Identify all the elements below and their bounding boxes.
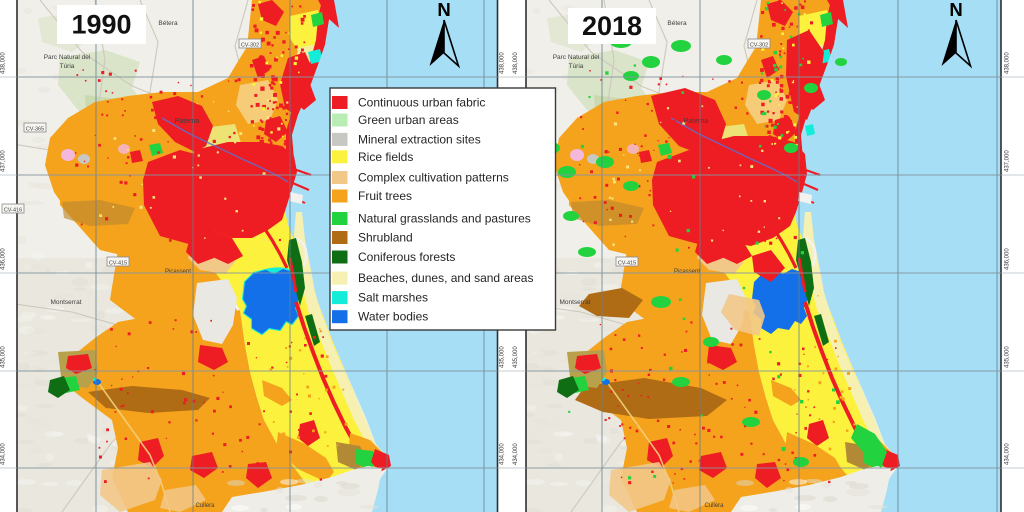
svg-text:435,000: 435,000 xyxy=(1005,346,1011,368)
svg-text:Paterna: Paterna xyxy=(684,118,709,125)
svg-text:Túria: Túria xyxy=(569,63,584,70)
svg-text:435,000: 435,000 xyxy=(500,346,506,368)
svg-text:435,000: 435,000 xyxy=(1,346,7,368)
svg-text:438,000: 438,000 xyxy=(1005,52,1011,74)
svg-text:Bétera: Bétera xyxy=(667,20,687,27)
svg-text:437,000: 437,000 xyxy=(1005,150,1011,172)
svg-text:Picassent: Picassent xyxy=(165,269,191,275)
svg-text:Cullera: Cullera xyxy=(195,503,215,509)
svg-text:437,000: 437,000 xyxy=(1,150,7,172)
svg-text:436,000: 436,000 xyxy=(1005,248,1011,270)
svg-text:Montserrat: Montserrat xyxy=(559,299,590,306)
svg-text:CV-365: CV-365 xyxy=(26,127,44,133)
svg-text:Mineral extraction sites: Mineral extraction sites xyxy=(358,132,481,146)
svg-text:436,000: 436,000 xyxy=(1,248,7,270)
svg-text:Natural grasslands and pasture: Natural grasslands and pastures xyxy=(358,212,531,226)
svg-text:434,000: 434,000 xyxy=(1005,443,1011,465)
svg-text:Shrubland: Shrubland xyxy=(358,231,413,245)
svg-text:Picassent: Picassent xyxy=(674,269,700,275)
svg-text:CV-416: CV-416 xyxy=(4,208,22,214)
svg-text:Parc Natural del: Parc Natural del xyxy=(553,54,600,61)
svg-text:Paterna: Paterna xyxy=(175,118,200,125)
svg-text:434,000: 434,000 xyxy=(500,443,506,465)
svg-text:Fruit trees: Fruit trees xyxy=(358,189,412,203)
svg-text:CV-302: CV-302 xyxy=(241,43,259,49)
svg-text:Continuous urban fabric: Continuous urban fabric xyxy=(358,96,485,110)
svg-text:438,000: 438,000 xyxy=(513,52,519,74)
svg-text:Cullera: Cullera xyxy=(704,503,724,509)
svg-text:N: N xyxy=(949,0,962,20)
svg-text:Montserrat: Montserrat xyxy=(50,299,81,306)
svg-text:438,000: 438,000 xyxy=(1,52,7,74)
svg-text:435,000: 435,000 xyxy=(513,346,519,368)
svg-text:Coniferous forests: Coniferous forests xyxy=(358,250,455,264)
svg-text:Túria: Túria xyxy=(60,63,75,70)
svg-text:CV-415: CV-415 xyxy=(618,261,636,267)
svg-text:Green urban areas: Green urban areas xyxy=(358,113,459,127)
svg-text:Water bodies: Water bodies xyxy=(358,310,428,324)
svg-text:Bétera: Bétera xyxy=(158,20,178,27)
svg-text:438,000: 438,000 xyxy=(500,52,506,74)
svg-text:Rice fields: Rice fields xyxy=(358,150,413,164)
svg-text:Salt marshes: Salt marshes xyxy=(358,291,428,305)
svg-text:N: N xyxy=(437,0,450,20)
svg-text:1990: 1990 xyxy=(71,10,131,40)
svg-text:434,000: 434,000 xyxy=(513,443,519,465)
svg-text:2018: 2018 xyxy=(582,11,642,41)
svg-text:434,000: 434,000 xyxy=(1,443,7,465)
svg-text:CV-415: CV-415 xyxy=(109,261,127,267)
svg-text:Beaches, dunes, and sand areas: Beaches, dunes, and sand areas xyxy=(358,271,533,285)
svg-text:Parc Natural del: Parc Natural del xyxy=(44,54,91,61)
svg-text:Complex cultivation patterns: Complex cultivation patterns xyxy=(358,171,509,185)
svg-text:CV-302: CV-302 xyxy=(750,43,768,49)
